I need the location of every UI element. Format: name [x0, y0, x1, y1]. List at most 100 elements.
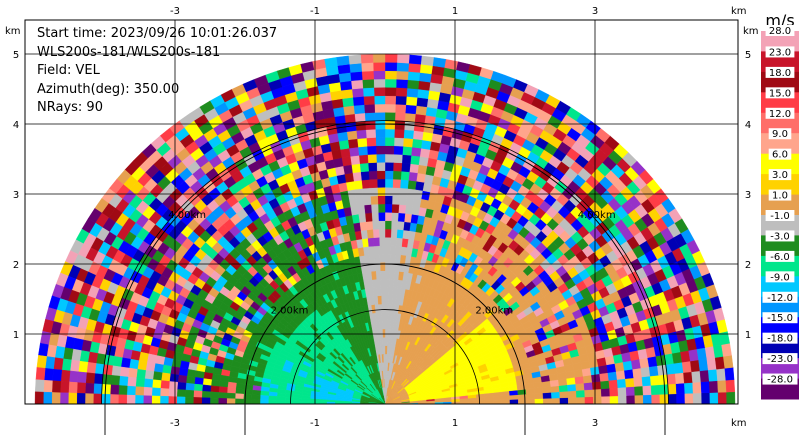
velocity-gate — [134, 395, 144, 404]
velocity-gate — [676, 393, 686, 404]
velocity-gate — [384, 362, 387, 371]
velocity-gate — [384, 345, 388, 355]
velocity-gate — [356, 129, 367, 140]
velocity-gate — [403, 213, 412, 223]
range-ring-label: 2.00km — [271, 306, 309, 317]
colorbar-tick-label: 9.0 — [772, 129, 788, 140]
velocity-gate — [412, 130, 424, 141]
velocity-gate — [392, 162, 403, 172]
x-tick-label-bottom: 3 — [592, 418, 598, 429]
y-tick-label-right: 2 — [745, 260, 751, 271]
velocity-gate — [112, 355, 123, 368]
velocity-gate — [93, 373, 104, 385]
start-time-label: Start time: 2023/09/26 10:01:26.037 — [37, 26, 278, 41]
velocity-gate — [584, 389, 594, 398]
velocity-gate — [384, 228, 392, 238]
x-tick-label-top: 3 — [592, 6, 598, 17]
velocity-gate — [630, 358, 642, 370]
velocity-gate — [363, 103, 376, 114]
velocity-gate — [53, 357, 64, 371]
velocity-gate — [309, 401, 319, 404]
velocity-gate — [384, 53, 398, 63]
velocity-gate — [384, 178, 394, 188]
velocity-gate — [721, 342, 732, 357]
velocity-gate — [209, 391, 219, 399]
velocity-gate — [391, 195, 400, 205]
velocity-gate — [699, 369, 710, 383]
velocity-gate — [372, 62, 386, 72]
velocity-gate — [384, 353, 387, 363]
velocity-gate — [373, 245, 381, 255]
velocity-gate — [176, 396, 186, 404]
velocity-gate — [401, 237, 409, 248]
velocity-gate — [389, 253, 396, 263]
velocity-gate — [384, 245, 391, 255]
velocity-gate — [52, 368, 63, 382]
velocity-gate — [234, 393, 244, 400]
velocity-gate — [567, 397, 577, 404]
velocity-gate — [384, 253, 391, 263]
colorbar-tick-label: 18.0 — [769, 68, 791, 79]
velocity-gate — [624, 368, 634, 379]
velocity-gate — [411, 138, 423, 149]
velocity-gate — [34, 391, 44, 404]
velocity-gate — [60, 369, 71, 383]
velocity-gate — [526, 393, 536, 400]
velocity-gate — [136, 368, 146, 379]
velocity-gate — [119, 366, 130, 378]
velocity-gate — [384, 337, 388, 346]
velocity-gate — [371, 212, 379, 222]
velocity-gate — [59, 392, 69, 404]
velocity-gate — [61, 358, 72, 372]
velocity-gate — [384, 312, 389, 321]
velocity-gate — [210, 379, 221, 387]
velocity-gate — [599, 372, 610, 382]
velocity-gate — [384, 70, 397, 80]
velocity-gate — [364, 112, 376, 122]
velocity-gate — [526, 398, 536, 404]
colorbar-tick-label: -3.0 — [770, 231, 790, 242]
velocity-gate — [366, 137, 377, 147]
velocity-gate — [259, 399, 269, 404]
velocity-gate — [38, 342, 49, 357]
velocity-field — [34, 53, 736, 404]
velocity-gate — [377, 195, 386, 205]
velocity-gate — [395, 87, 408, 97]
instrument-label: WLS200s-181/WLS200s-181 — [37, 44, 221, 60]
velocity-gate — [396, 70, 409, 81]
velocity-gate — [268, 391, 278, 397]
velocity-gate — [109, 394, 119, 404]
velocity-gate — [360, 53, 374, 64]
velocity-gate — [367, 153, 377, 164]
velocity-gate — [193, 383, 203, 392]
velocity-gate — [641, 375, 652, 387]
velocity-gate — [724, 367, 735, 381]
velocity-gate — [354, 112, 366, 123]
velocity-gate — [356, 204, 366, 215]
velocity-gate — [144, 370, 155, 380]
velocity-gate — [137, 360, 148, 371]
velocity-gate — [404, 204, 414, 215]
velocity-gate — [411, 205, 420, 216]
velocity-gate — [365, 128, 376, 139]
velocity-gate — [583, 381, 594, 391]
velocity-gate — [405, 104, 417, 115]
range-ring-label: 4.00km — [168, 210, 206, 221]
velocity-gate — [617, 386, 627, 397]
velocity-gate — [378, 228, 386, 238]
x-tick-label-top: 1 — [452, 6, 458, 17]
velocity-gate — [374, 253, 381, 263]
velocity-gate — [384, 87, 397, 97]
range-ring — [244, 263, 526, 435]
velocity-gate — [84, 382, 95, 395]
velocity-gate — [375, 137, 386, 147]
velocity-gate — [43, 379, 53, 393]
velocity-gate — [384, 278, 390, 288]
velocity-gate — [709, 392, 719, 404]
velocity-gate — [323, 57, 338, 68]
velocity-gate — [34, 379, 45, 393]
velocity-gate — [128, 358, 140, 370]
velocity-gate — [135, 377, 145, 388]
velocity-gate — [384, 220, 392, 230]
x-tick-label-bottom: -3 — [170, 418, 180, 429]
